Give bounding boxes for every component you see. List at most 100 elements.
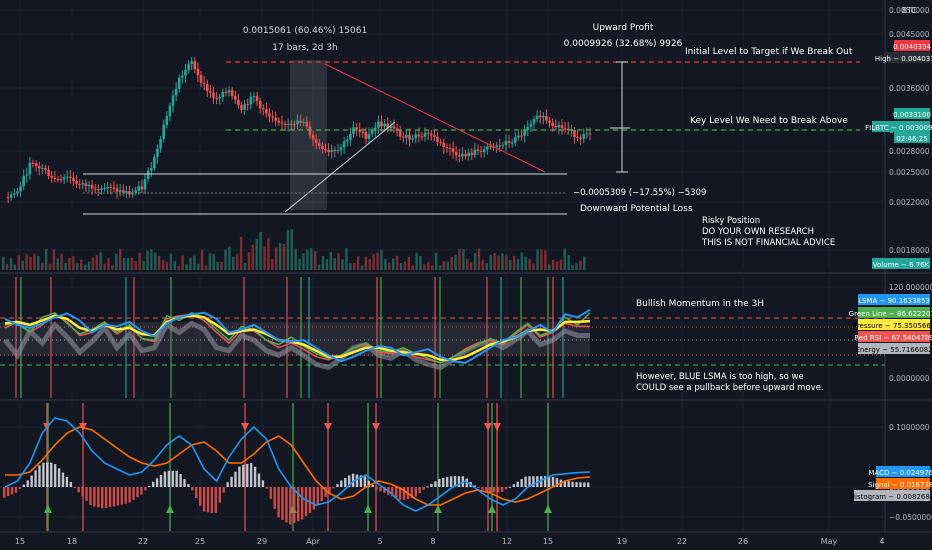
candle-body <box>408 135 411 140</box>
volume-bar <box>318 265 320 270</box>
volume-bar <box>392 258 394 270</box>
candle-body <box>508 141 511 143</box>
candle-body <box>57 179 60 180</box>
volume-bar <box>271 259 273 270</box>
histogram-bar <box>30 476 32 487</box>
currency-label: BTC <box>902 6 917 15</box>
candle-body <box>25 174 28 175</box>
volume-bar <box>357 257 359 270</box>
bullish-annotation: Bullish Momentum in the 3H <box>636 299 764 309</box>
histogram-bar <box>583 482 585 487</box>
candle-body <box>498 145 501 146</box>
candle-body <box>200 75 203 83</box>
volume-bar <box>490 255 492 270</box>
volume-bar <box>162 260 164 270</box>
candle-body <box>343 142 346 148</box>
volume-bar <box>283 244 285 270</box>
histogram-bar <box>489 487 491 492</box>
candle-body <box>141 186 144 189</box>
volume-bar <box>150 249 152 270</box>
candle-body <box>222 92 225 97</box>
volume-bar <box>275 247 277 270</box>
measure-annotation: 0.0015061 (60.46%) 15061 <box>243 26 367 36</box>
candle-body <box>554 126 557 127</box>
candle-body <box>368 134 371 139</box>
volume-bar <box>540 249 542 270</box>
histogram-bar <box>168 471 170 487</box>
candle-body <box>166 116 169 125</box>
volume-bar <box>146 251 148 270</box>
histogram-bar <box>54 464 56 487</box>
candle-body <box>346 140 349 142</box>
candle-body <box>542 116 545 117</box>
volume-bar <box>158 256 160 270</box>
candle-body <box>197 69 200 75</box>
price-tick-label: 0.0028000 <box>889 147 930 156</box>
histogram-bar <box>203 487 205 512</box>
oscillator-legend-label: LSMA − 90.1633853 <box>858 297 930 305</box>
candle-body <box>209 91 212 93</box>
volume-bar <box>220 262 222 270</box>
volume-bar <box>189 258 191 270</box>
histogram-bar <box>313 487 315 509</box>
candle-body <box>582 134 585 138</box>
candle-body <box>281 123 284 124</box>
volume-bar <box>571 265 573 270</box>
candle-body <box>29 163 32 175</box>
volume-bar <box>127 258 129 270</box>
candle-body <box>511 143 514 144</box>
histogram-bar <box>34 470 36 487</box>
candle-body <box>159 139 162 149</box>
volume-bar <box>18 255 20 270</box>
candle-body <box>517 136 520 138</box>
histogram-bar <box>375 487 377 489</box>
volume-bar <box>423 264 425 270</box>
candle-body <box>502 145 505 146</box>
price-badge-label: Volume − 6.76K <box>873 261 930 269</box>
volume-bar <box>306 250 308 270</box>
price-badge-label: 0.0040334 <box>893 43 931 51</box>
upward-profit-label: Upward Profit <box>593 23 654 33</box>
histogram-bar <box>513 484 515 487</box>
histogram-bar <box>517 482 519 487</box>
candle-body <box>318 143 321 146</box>
histogram-bar <box>234 472 236 487</box>
key-level-label: Key Level We Need to Break Above <box>690 116 848 126</box>
volume-bar <box>25 254 27 270</box>
histogram-bar <box>58 468 60 487</box>
volume-bar <box>337 253 339 270</box>
histogram-bar <box>97 487 99 507</box>
candle-body <box>215 98 218 99</box>
histogram-bar <box>11 487 13 494</box>
candle-body <box>464 154 467 156</box>
x-tick-label: 22 <box>138 537 148 546</box>
price-tick-label: 0.0022000 <box>889 198 930 207</box>
candle-body <box>530 124 533 127</box>
candle-body <box>486 146 489 149</box>
candle-body <box>113 188 116 189</box>
volume-bar <box>431 265 433 270</box>
histogram-bar <box>328 487 330 493</box>
volume-bar <box>345 248 347 270</box>
volume-bar <box>139 253 141 270</box>
volume-bar <box>462 249 464 270</box>
candle-body <box>446 147 449 148</box>
histogram-bar <box>132 487 134 500</box>
x-tick-label: Apr <box>306 537 321 546</box>
histogram-bar <box>254 467 256 487</box>
volume-bar <box>544 250 546 270</box>
volume-bar <box>509 260 511 270</box>
price-tick-label: 0.0018000 <box>889 246 930 255</box>
histogram-bar <box>77 487 79 492</box>
histogram-bar <box>356 475 358 487</box>
volume-bar <box>111 265 113 270</box>
histogram-bar <box>301 487 303 520</box>
volume-bar <box>263 246 265 270</box>
histogram-bar <box>552 477 554 487</box>
volume-bar <box>185 264 187 270</box>
volume-bar <box>76 263 78 270</box>
histogram-bar <box>493 487 495 492</box>
volume-bar <box>64 263 66 270</box>
volume-bar <box>236 254 238 270</box>
volume-bar <box>513 256 515 270</box>
